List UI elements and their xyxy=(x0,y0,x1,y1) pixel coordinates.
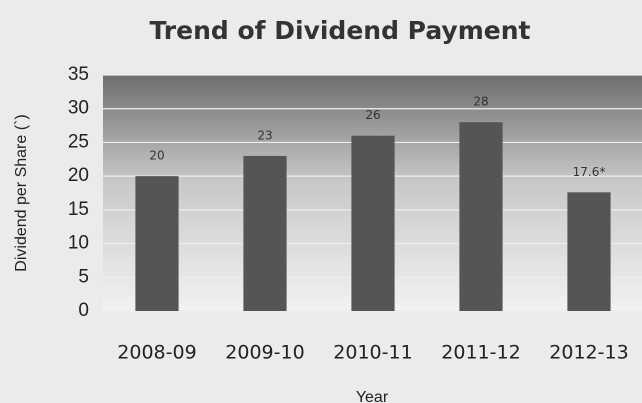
y-tick-label: 5 xyxy=(78,266,89,287)
y-axis-label: Dividend per Share (`) xyxy=(13,114,30,271)
value-label: 17.6* xyxy=(573,165,606,179)
y-tick-label: 0 xyxy=(78,300,89,321)
x-tick-label: 2012-13 xyxy=(549,342,628,364)
value-label: 20 xyxy=(149,149,164,163)
y-tick-label: 30 xyxy=(68,98,89,119)
y-tick-label: 15 xyxy=(68,199,89,220)
x-axis-label: Year xyxy=(356,389,389,403)
y-tick-label: 25 xyxy=(68,131,89,152)
chart-title: Trend of Dividend Payment xyxy=(150,16,531,45)
y-tick-label: 20 xyxy=(68,165,89,186)
bar xyxy=(243,155,287,311)
bar xyxy=(567,192,611,311)
value-label: 23 xyxy=(257,128,272,142)
bar xyxy=(135,176,179,311)
bar xyxy=(351,135,395,311)
x-tick-label: 2010-11 xyxy=(333,342,412,364)
value-label: 26 xyxy=(365,108,380,122)
x-tick-label: 2009-10 xyxy=(225,342,304,364)
x-tick-label: 2011-12 xyxy=(441,342,520,364)
x-tick-label: 2008-09 xyxy=(117,342,196,364)
bar xyxy=(459,122,503,311)
y-tick-label: 10 xyxy=(68,233,89,254)
y-tick-label: 35 xyxy=(68,64,89,85)
value-label: 28 xyxy=(473,95,488,109)
